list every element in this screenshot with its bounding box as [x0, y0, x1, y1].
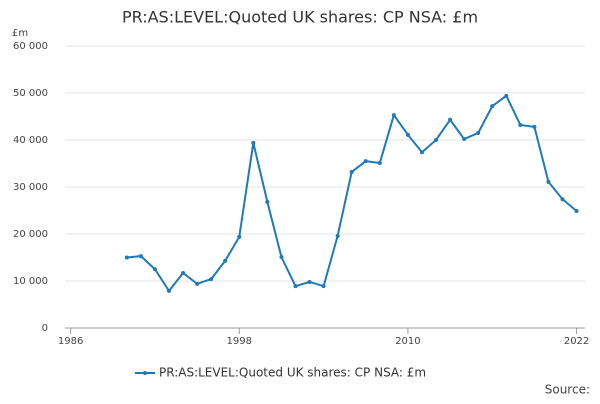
data-point [546, 179, 551, 184]
data-point [434, 138, 439, 142]
data-point [307, 279, 312, 284]
data-point [462, 137, 467, 142]
data-point [251, 140, 256, 145]
data-point [377, 161, 382, 166]
data-point [293, 284, 298, 289]
data-point [321, 284, 326, 289]
y-tick-label: 30 000 [13, 182, 48, 193]
data-point [181, 271, 186, 276]
data-point [490, 104, 495, 109]
x-tick-label: 1998 [227, 336, 252, 347]
x-tick-label: 2010 [395, 336, 420, 347]
y-tick-label: 20 000 [13, 229, 48, 240]
legend-marker [143, 371, 147, 375]
data-point [152, 267, 157, 272]
data-point [476, 130, 481, 135]
data-point [363, 159, 368, 164]
y-tick-label: 10 000 [13, 276, 48, 287]
y-unit: £m [12, 28, 28, 39]
data-point [574, 208, 579, 213]
y-tick-label: 60 000 [13, 41, 48, 52]
data-point [138, 254, 143, 259]
data-point [265, 200, 270, 205]
data-point [223, 258, 228, 263]
data-point [518, 122, 523, 127]
data-point [560, 197, 565, 202]
data-point [504, 93, 509, 98]
data-point [419, 150, 424, 155]
chart-title: PR:AS:LEVEL:Quoted UK shares: CP NSA: £m [122, 8, 478, 27]
series-line [126, 94, 578, 293]
data-point [167, 288, 171, 293]
data-point [405, 132, 410, 137]
data-point [195, 281, 200, 286]
data-point [532, 124, 537, 129]
y-tick-label: 40 000 [13, 135, 48, 146]
data-point [237, 234, 242, 239]
x-tick-label: 1986 [58, 336, 83, 347]
data-point [448, 117, 453, 122]
data-point [279, 255, 284, 260]
y-tick-label: 50 000 [13, 88, 48, 99]
source: Source: [545, 383, 590, 397]
data-point [209, 277, 214, 282]
data-point [391, 113, 396, 118]
data-point [349, 169, 354, 174]
x-tick-label: 2022 [564, 336, 589, 347]
legend-label: PR:AS:LEVEL:Quoted UK shares: CP NSA: £m [159, 366, 426, 380]
y-tick-label: 0 [42, 323, 48, 334]
data-point [124, 255, 129, 260]
data-point [335, 233, 340, 238]
